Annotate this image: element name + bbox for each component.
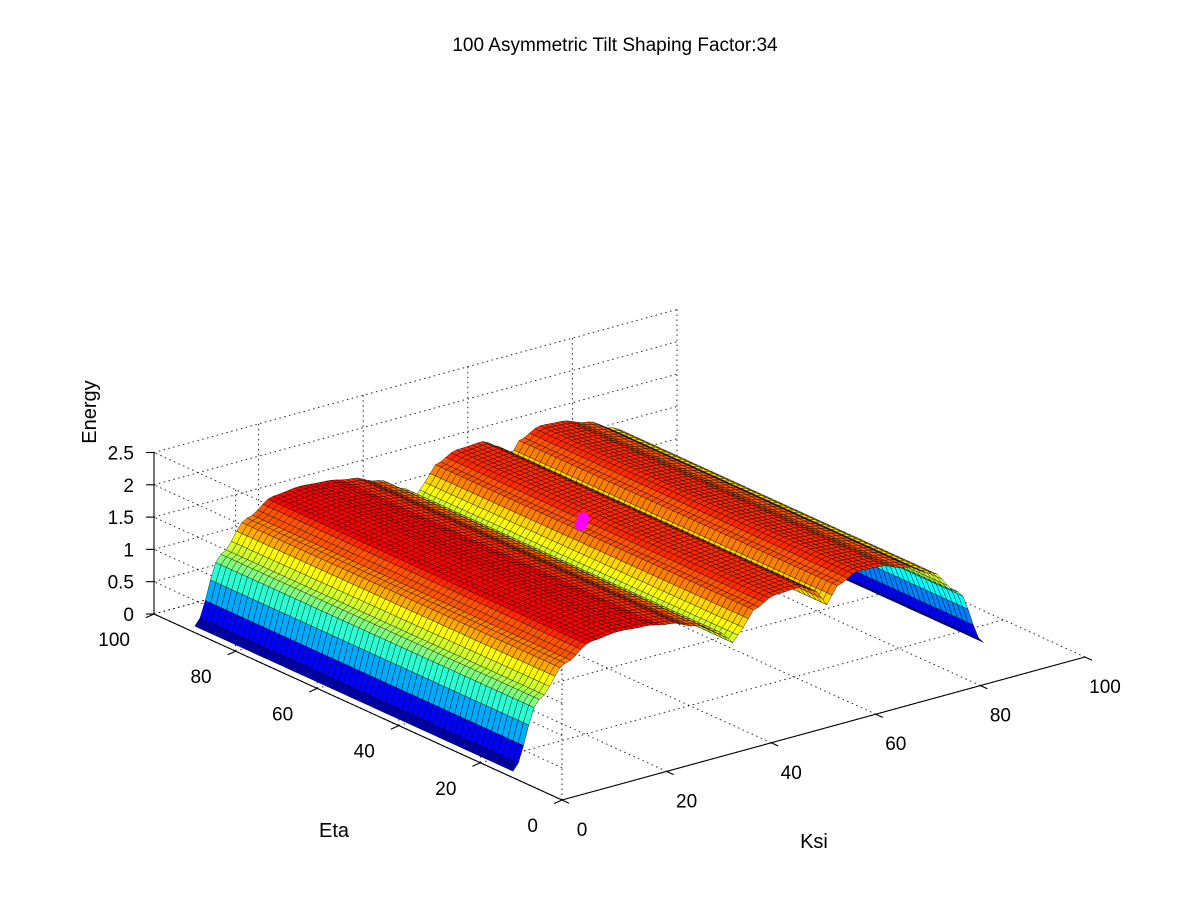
grid-line-back-z xyxy=(153,373,678,518)
x-tick-mark xyxy=(666,770,674,776)
y-tick-mark xyxy=(553,799,563,805)
x-axis-line xyxy=(561,656,1086,801)
grid-line-floor-eta xyxy=(480,619,1004,764)
grid-line-back-z xyxy=(153,309,678,453)
x-tick-mark xyxy=(875,713,884,718)
x-tick-mark xyxy=(1084,656,1093,661)
y-tick-mark xyxy=(227,650,236,656)
x-tick-mark xyxy=(770,742,779,747)
x-tick-mark xyxy=(980,685,988,690)
grid-line-back-z xyxy=(153,341,678,486)
y-tick-mark xyxy=(308,687,318,693)
y-tick-mark xyxy=(145,613,155,619)
y-tick-mark xyxy=(472,762,481,767)
axis-layer xyxy=(145,451,1093,805)
surface-plot xyxy=(194,420,984,772)
y-tick-mark xyxy=(390,725,400,730)
x-tick-mark xyxy=(561,799,570,804)
y-axis-line xyxy=(153,613,563,801)
chart-title: 100 Asymmetric Tilt Shaping Factor:34 xyxy=(452,35,778,56)
